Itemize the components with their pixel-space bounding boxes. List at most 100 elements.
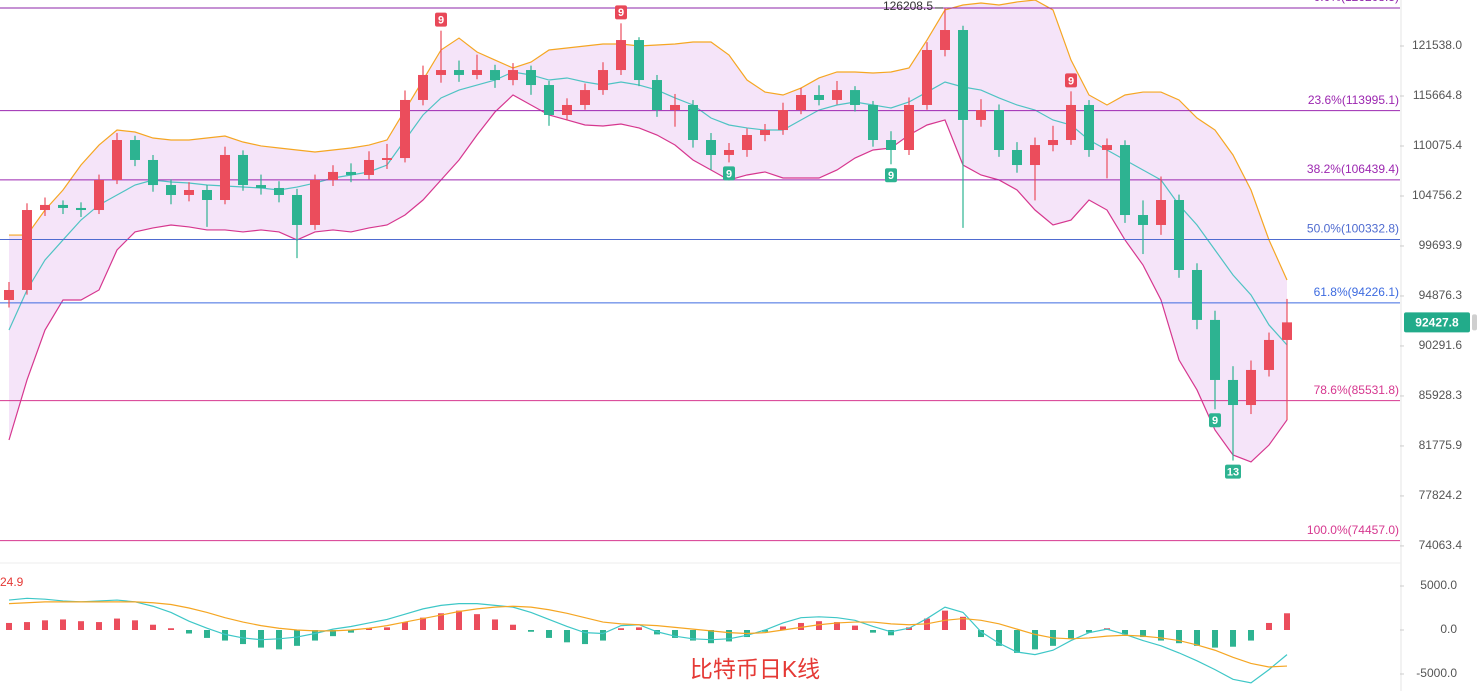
td-badge: [1225, 464, 1241, 479]
macd-bar: [222, 629, 228, 641]
td-badge: [615, 5, 627, 20]
candle-body: [1156, 200, 1166, 225]
candle-body: [112, 140, 122, 180]
candle-body: [778, 110, 788, 131]
candle-body: [670, 104, 680, 111]
macd-bar: [258, 629, 264, 648]
macd-bar: [24, 622, 30, 630]
macd-bar: [1158, 629, 1164, 641]
candle-body: [184, 189, 194, 195]
macd-bar: [168, 628, 174, 630]
candle-body: [148, 159, 158, 186]
td-badge: [1209, 413, 1221, 428]
macd-bar: [888, 629, 894, 636]
macd-bar: [1122, 629, 1128, 635]
y-tick-label: 81775.9: [1419, 438, 1463, 452]
candle-body: [562, 104, 572, 115]
macd-bar: [672, 629, 678, 638]
macd-bar: [276, 629, 282, 650]
fib-label: 78.6%(85531.8): [1314, 383, 1399, 397]
macd-bar: [636, 627, 642, 630]
candle-body: [616, 40, 626, 71]
macd-label: 24.9: [0, 575, 24, 589]
macd-bar: [834, 622, 840, 630]
macd-bar: [1194, 629, 1200, 646]
macd-bar: [546, 629, 552, 638]
macd-bar: [204, 629, 210, 638]
candle-body: [238, 154, 248, 186]
candle-body: [130, 140, 140, 160]
td-badge: [435, 12, 447, 27]
candle-body: [652, 80, 662, 111]
candle-body: [904, 104, 914, 150]
high-annotation: 126208.5: [883, 0, 933, 13]
candle-body: [22, 210, 32, 290]
candle-body: [832, 90, 842, 100]
macd-bar: [294, 629, 300, 646]
fib-label: 50.0%(100332.8): [1307, 222, 1399, 236]
candle-body: [868, 104, 878, 141]
macd-bar: [438, 613, 444, 630]
macd-bar: [42, 620, 48, 630]
candle-body: [454, 70, 464, 75]
candle-body: [4, 289, 14, 300]
fib-label: 23.6%(113995.1): [1308, 93, 1399, 107]
candle-body: [256, 185, 266, 188]
y-tick-label: 74063.4: [1419, 538, 1463, 552]
candle-body: [310, 179, 320, 225]
y-tick-label: 94876.3: [1419, 288, 1463, 302]
candle-body: [490, 70, 500, 81]
candle-body: [814, 94, 824, 100]
fib-label: 38.2%(106439.4): [1307, 162, 1399, 176]
td-label: 9: [888, 170, 894, 182]
td-label: 9: [438, 15, 444, 27]
candle-body: [1066, 104, 1076, 141]
candle-body: [1174, 200, 1184, 270]
y-tick-label: 85928.3: [1419, 388, 1463, 402]
candle-body: [1102, 145, 1112, 150]
macd-bar: [132, 620, 138, 630]
y-tick-label: 77824.2: [1419, 488, 1463, 502]
candle-body: [1138, 215, 1148, 225]
macd-bar: [420, 617, 426, 630]
macd-bar: [780, 626, 786, 630]
price-tag-bg: [1404, 312, 1470, 333]
candle-body: [94, 179, 104, 211]
candle-body: [274, 187, 284, 195]
y-tick-label: 110075.4: [1413, 138, 1462, 152]
macd-bar: [978, 629, 984, 638]
candle-body: [994, 110, 1004, 150]
candle-body: [742, 135, 752, 150]
candle-body: [1192, 269, 1202, 320]
candle-body: [400, 99, 410, 159]
candle-body: [1264, 339, 1274, 370]
macd-bar: [366, 628, 372, 630]
macd-bar: [1140, 629, 1146, 638]
candle-body: [1048, 140, 1058, 146]
td-label: 9: [1212, 415, 1218, 427]
macd-bar: [492, 619, 498, 630]
td-badge: [1065, 73, 1077, 88]
candle-body: [796, 94, 806, 111]
y-tick-label: 104756.2: [1412, 188, 1462, 202]
candle-body: [598, 70, 608, 91]
y-tick-label: 90291.6: [1419, 338, 1463, 352]
macd-bar: [1086, 629, 1092, 633]
macd-bar: [600, 629, 606, 641]
candle-body: [1282, 322, 1292, 340]
macd-bar: [1176, 629, 1182, 644]
candle-body: [202, 189, 212, 201]
macd-bar: [330, 629, 336, 637]
candle-body: [328, 171, 338, 180]
macd-bar: [114, 618, 120, 630]
macd-bar: [402, 622, 408, 630]
macd-bar: [708, 629, 714, 644]
candle-body: [580, 90, 590, 105]
candle-body: [976, 110, 986, 120]
macd-bar: [1032, 629, 1038, 650]
candle-body: [1120, 145, 1130, 216]
candle-body: [58, 204, 68, 208]
macd-bar: [798, 622, 804, 630]
macd-bar: [726, 629, 732, 642]
